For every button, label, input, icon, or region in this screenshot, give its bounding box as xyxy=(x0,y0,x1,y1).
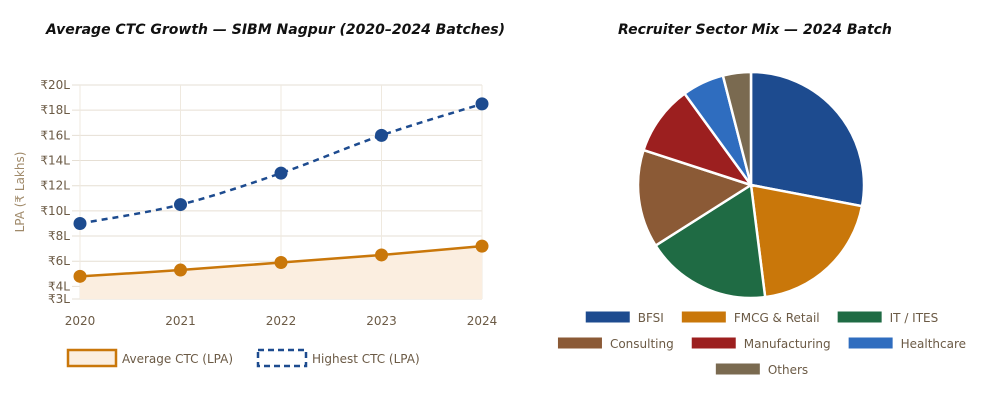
pie-slice-consulting xyxy=(636,148,754,248)
x-tick-label: 2020 xyxy=(65,314,96,328)
y-tick-label: ₹12L xyxy=(40,179,70,193)
legend-swatch-it-ites xyxy=(837,311,882,323)
y-tick-label: ₹6L xyxy=(48,254,70,268)
legend-label-manufacturing: Manufacturing xyxy=(744,337,831,351)
legend-label-highest-ctc: Highest CTC (LPA) xyxy=(312,352,420,366)
y-axis-title: LPA (₹ Lakhs) xyxy=(13,152,27,233)
highest-ctc-point xyxy=(274,166,288,180)
y-tick-label: ₹14L xyxy=(40,154,70,168)
avg-ctc-point xyxy=(475,239,489,253)
x-tick-label: 2021 xyxy=(165,314,196,328)
pie-slice-manufacturing xyxy=(641,91,755,188)
highest-ctc-line xyxy=(79,102,483,225)
x-tick-label: 2024 xyxy=(467,314,498,328)
legend-label-it-ites: IT / ITES xyxy=(890,311,939,325)
highest-ctc-point xyxy=(475,97,489,111)
x-tick-label: 2023 xyxy=(366,314,397,328)
pie-slice-bfsi xyxy=(749,70,866,208)
pie-slice-others xyxy=(721,70,753,186)
legend-swatch-consulting xyxy=(557,337,602,349)
y-tick-label: ₹16L xyxy=(40,128,70,142)
highest-ctc-point xyxy=(174,198,187,212)
y-tick-label: ₹3L xyxy=(48,292,70,306)
legend-swatch-bfsi xyxy=(585,311,630,323)
avg-ctc-point xyxy=(274,255,288,269)
legend-label-bfsi: BFSI xyxy=(638,311,664,325)
avg-ctc-point xyxy=(174,263,187,277)
avg-ctc-point xyxy=(375,248,388,262)
legend-swatch-others xyxy=(715,363,760,375)
y-tick-label: ₹18L xyxy=(40,103,70,117)
y-tick-label: ₹8L xyxy=(48,229,70,243)
pie-chart-title: Recruiter Sector Mix — 2024 Batch xyxy=(618,22,892,38)
legend-swatch-fmcg-retail xyxy=(681,311,726,323)
highest-ctc-point xyxy=(73,216,87,230)
pie-slice-it-ites xyxy=(653,182,767,300)
legend-swatch-avg-ctc xyxy=(66,348,118,368)
legend-label-consulting: Consulting xyxy=(610,337,674,351)
y-tick-label: ₹4L xyxy=(48,279,70,293)
avg-ctc-point xyxy=(73,269,87,283)
legend-swatch-healthcare xyxy=(848,337,893,349)
y-tick-label: ₹10L xyxy=(40,204,70,218)
legend-label-others: Others xyxy=(768,363,808,377)
legend-label-healthcare: Healthcare xyxy=(901,337,966,351)
x-tick-label: 2022 xyxy=(266,314,297,328)
pie-slice-fmcg-retail xyxy=(749,183,864,299)
legend-swatch-manufacturing xyxy=(691,337,736,349)
legend-label-avg-ctc: Average CTC (LPA) xyxy=(122,352,233,366)
legend-swatch-highest-ctc xyxy=(256,348,308,368)
line-chart-title: Average CTC Growth — SIBM Nagpur (2020–2… xyxy=(46,22,505,38)
y-tick-label: ₹20L xyxy=(40,78,70,92)
legend-label-fmcg-retail: FMCG & Retail xyxy=(734,311,820,325)
highest-ctc-point xyxy=(375,128,388,142)
